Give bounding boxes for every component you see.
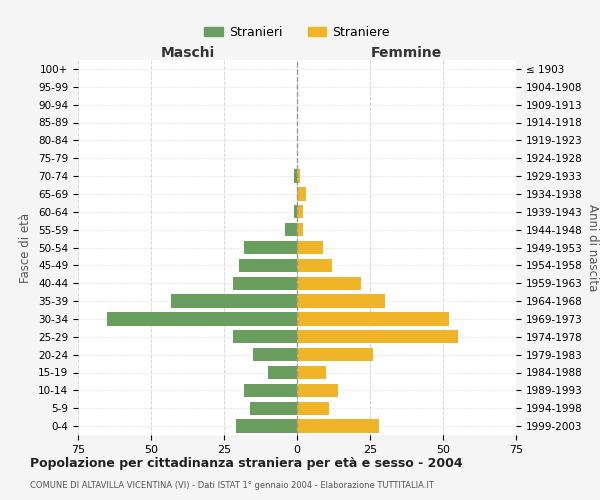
Bar: [297, 276, 361, 290]
Legend: Stranieri, Straniere: Stranieri, Straniere: [199, 21, 395, 44]
Bar: [107, 312, 297, 326]
Bar: [297, 330, 458, 344]
Y-axis label: Anni di nascita: Anni di nascita: [586, 204, 599, 291]
Bar: [297, 366, 326, 379]
Bar: [236, 420, 297, 433]
Bar: [297, 294, 385, 308]
Text: Popolazione per cittadinanza straniera per età e sesso - 2004: Popolazione per cittadinanza straniera p…: [30, 458, 463, 470]
Bar: [233, 330, 297, 344]
Bar: [233, 276, 297, 290]
Bar: [244, 384, 297, 397]
Bar: [297, 241, 323, 254]
Bar: [172, 294, 297, 308]
Bar: [286, 223, 297, 236]
Bar: [294, 170, 297, 183]
Bar: [294, 205, 297, 218]
Text: COMUNE DI ALTAVILLA VICENTINA (VI) - Dati ISTAT 1° gennaio 2004 - Elaborazione T: COMUNE DI ALTAVILLA VICENTINA (VI) - Dat…: [30, 481, 434, 490]
Bar: [253, 348, 297, 362]
Bar: [297, 402, 329, 415]
Bar: [297, 312, 449, 326]
Bar: [297, 258, 332, 272]
Bar: [297, 420, 379, 433]
Bar: [297, 384, 338, 397]
Bar: [297, 348, 373, 362]
Bar: [244, 241, 297, 254]
Bar: [297, 170, 300, 183]
Text: Maschi: Maschi: [160, 46, 215, 60]
Bar: [297, 223, 303, 236]
Bar: [250, 402, 297, 415]
Bar: [297, 205, 303, 218]
Y-axis label: Fasce di età: Fasce di età: [19, 212, 32, 282]
Bar: [239, 258, 297, 272]
Bar: [297, 187, 306, 200]
Text: Femmine: Femmine: [371, 46, 442, 60]
Bar: [268, 366, 297, 379]
